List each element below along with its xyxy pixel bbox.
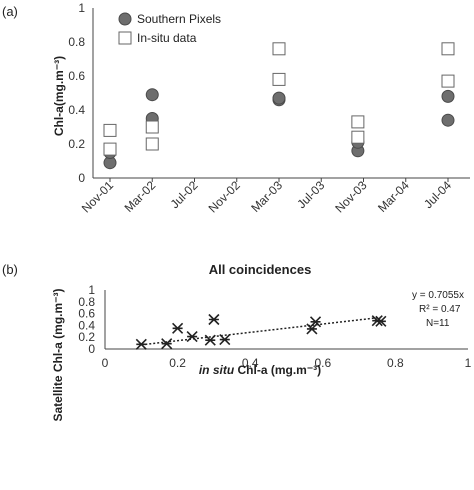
panel-b-title: All coincidences bbox=[209, 262, 312, 277]
southern-pixels-point bbox=[145, 88, 159, 102]
legend-label-in-situ: In-situ data bbox=[137, 31, 197, 45]
coincidence-point bbox=[375, 315, 387, 327]
in-situ-point bbox=[103, 142, 117, 156]
r-squared: R² = 0.47 bbox=[419, 304, 461, 315]
panel-a-y-tick-label: 0 bbox=[78, 171, 85, 185]
panel-a: (a) 00.20.40.60.81 Nov-01 Mar-02 Jul-02 Nov… bbox=[2, 1, 470, 215]
panel-a-y-ticks: 0 0.2 0.4 0.6 0.8 1 bbox=[68, 1, 85, 185]
coincidence-point bbox=[208, 313, 220, 326]
panel-b-points bbox=[135, 313, 387, 350]
panel-a-y-tick-label: 0.8 bbox=[68, 35, 85, 49]
panel-a-axes bbox=[92, 8, 470, 179]
coincidence-point bbox=[306, 323, 318, 335]
panel-b-x-tick-label: 1 bbox=[465, 356, 472, 370]
panel-b-label: (b) bbox=[2, 262, 18, 277]
panel-b-x-tick-label: 0.8 bbox=[387, 356, 404, 370]
panel-b-trendline bbox=[141, 316, 381, 346]
coincidence-point bbox=[186, 331, 198, 343]
sample-count: N=11 bbox=[426, 318, 450, 329]
panel-b-x-tick-label: 0.2 bbox=[169, 356, 186, 370]
panel-b-y-tick-label: 0.6 bbox=[78, 307, 95, 321]
panel-b-trendline-group bbox=[141, 316, 381, 346]
coincidence-point bbox=[135, 338, 147, 350]
regression-equation: y = 0.7055x bbox=[412, 290, 464, 301]
legend-marker-in-situ bbox=[118, 31, 132, 45]
panel-a-points bbox=[103, 42, 455, 170]
panel-b-y-axis-label: Satellite Chl-a (mg.m⁻³) bbox=[51, 288, 65, 421]
panel-a-x-tick-label: Mar-03 bbox=[248, 178, 285, 215]
panel-b-axes bbox=[104, 290, 468, 350]
in-situ-point bbox=[272, 72, 286, 86]
panel-b-x-axis-label-rest: Chl-a (mg.m⁻³) bbox=[234, 363, 321, 377]
panel-a-y-axis-label: Chl-a(mg.m⁻³) bbox=[52, 56, 66, 136]
legend-marker-southern-pixels bbox=[118, 12, 132, 26]
panel-b-x-axis-label-italic: in situ bbox=[199, 363, 235, 377]
in-situ-point bbox=[441, 42, 455, 56]
panel-b-x-ticks: 0 0.2 0.4 0.6 0.8 1 bbox=[102, 356, 472, 370]
panel-b: (b) All coincidences 00.20.40.60.81 0 0.2… bbox=[2, 262, 472, 422]
panel-a-label: (a) bbox=[2, 4, 18, 19]
panel-b-x-axis-label: in situ Chl-a (mg.m⁻³) bbox=[199, 363, 321, 377]
panel-b-x-tick-label: 0.4 bbox=[242, 356, 259, 370]
panel-a-x-tick-label: Mar-04 bbox=[375, 178, 412, 215]
panel-a-x-tick-label: Jul-04 bbox=[421, 178, 454, 211]
in-situ-point bbox=[145, 120, 159, 134]
panel-a-x-tick-label: Nov-03 bbox=[332, 178, 369, 215]
panel-b-y-tick-label: 0.4 bbox=[78, 318, 95, 332]
panel-b-y-ticks: 00.20.40.60.81 bbox=[78, 283, 95, 356]
coincidence-point bbox=[161, 338, 173, 350]
panel-b-y-tick-label: 0.8 bbox=[78, 295, 95, 309]
panel-b-annotations: y = 0.7055x R² = 0.47 N=11 bbox=[412, 290, 464, 329]
in-situ-point bbox=[441, 74, 455, 88]
southern-pixels-point bbox=[441, 113, 455, 127]
panel-a-y-tick-label: 0.2 bbox=[68, 137, 85, 151]
in-situ-point bbox=[145, 137, 159, 151]
panel-a-x-tick-label: Jul-02 bbox=[168, 178, 201, 211]
panel-a-y-tick-label: 0.4 bbox=[68, 103, 85, 117]
panel-a-y-tick-label: 0.6 bbox=[68, 69, 85, 83]
in-situ-point bbox=[103, 123, 117, 137]
in-situ-point bbox=[272, 42, 286, 56]
panel-a-x-tick-label: Mar-02 bbox=[122, 178, 159, 215]
coincidence-point bbox=[204, 334, 216, 346]
panel-a-x-tick-label: Nov-02 bbox=[206, 178, 243, 215]
panel-b-x-tick-label: 0 bbox=[102, 356, 109, 370]
southern-pixels-point bbox=[441, 89, 455, 103]
coincidence-point bbox=[172, 322, 184, 334]
panel-a-x-ticks: Nov-01 Mar-02 Jul-02 Nov-02 Mar-03 Jul-03 Nov-… bbox=[79, 178, 454, 215]
panel-a-y-tick-label: 1 bbox=[78, 1, 85, 15]
legend-label-southern-pixels: Southern Pixels bbox=[137, 12, 221, 26]
panel-a-x-tick-label: Jul-03 bbox=[294, 178, 327, 211]
in-situ-point bbox=[351, 115, 365, 129]
southern-pixels-point bbox=[272, 91, 286, 105]
panel-b-y-tick-label: 0 bbox=[88, 342, 95, 356]
panel-b-x-tick-label: 0.6 bbox=[314, 356, 331, 370]
coincidence-point bbox=[219, 333, 231, 346]
in-situ-point bbox=[351, 130, 365, 144]
coincidence-point bbox=[309, 316, 322, 328]
panel-b-y-tick-label: 0.2 bbox=[78, 330, 95, 344]
panel-a-legend: Southern Pixels In-situ data bbox=[118, 12, 221, 45]
panel-b-y-tick-label: 1 bbox=[88, 283, 95, 297]
